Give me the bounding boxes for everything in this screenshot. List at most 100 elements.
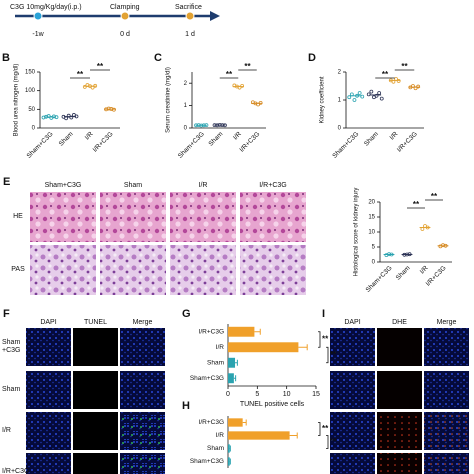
- y-tick-label: 0: [338, 126, 342, 132]
- y-tick-label: 2: [338, 70, 342, 76]
- significance-label: **: [330, 437, 337, 446]
- micrograph: [330, 412, 375, 450]
- micrograph: [377, 328, 422, 366]
- x-tick-label: Sham+C3G: [365, 265, 394, 294]
- y-tick-label: I/R+C3G: [199, 419, 224, 426]
- x-tick-label: Sham: [395, 265, 412, 282]
- y-tick-label: 1: [184, 103, 188, 109]
- significance-label: **: [244, 62, 251, 71]
- panel-letter: B: [2, 52, 10, 64]
- data-point: [357, 91, 362, 95]
- data-point: [112, 107, 116, 112]
- data-point: [90, 85, 95, 90]
- data-point: [413, 86, 418, 91]
- y-tick-label: 150: [25, 70, 36, 76]
- data-point: [69, 115, 74, 120]
- row-label: I/R: [2, 427, 11, 434]
- y-tick-label: 0: [32, 126, 36, 132]
- bar: [228, 326, 255, 337]
- micrograph: [424, 453, 469, 474]
- panel-letter: F: [3, 308, 10, 320]
- image-panels: [26, 192, 469, 474]
- significance-label: **: [382, 70, 389, 79]
- y-tick-label: 2: [184, 81, 188, 87]
- y-tick-label: 20: [368, 200, 375, 206]
- panel-letter: E: [3, 176, 10, 188]
- data-point: [389, 252, 394, 257]
- x-tick-label: Sham: [207, 131, 224, 148]
- y-tick-label: 50: [28, 107, 35, 113]
- micrograph: [73, 453, 118, 474]
- time-label: 1 d: [185, 31, 195, 38]
- data-point: [46, 114, 51, 118]
- y-axis-label: Kidney coefficient: [320, 76, 326, 123]
- micrograph: [377, 412, 422, 450]
- data-point: [82, 85, 87, 89]
- x-tick-label: I/R: [232, 130, 243, 141]
- y-tick-label: 100: [25, 88, 36, 94]
- x-tick-label: Sham+C3G: [177, 131, 206, 160]
- panel-letter: C: [154, 52, 162, 64]
- timeline: C3G 10mg/Kg/day(i.p.) Clamping Sacrifice…: [10, 4, 220, 38]
- significance-label: **: [413, 200, 420, 209]
- event-label: Clamping: [110, 4, 140, 11]
- micrograph: [73, 412, 118, 450]
- significance-label: **: [322, 335, 329, 344]
- significance-label: **: [77, 70, 84, 79]
- y-tick-label: 1: [338, 98, 342, 104]
- significance-bracket: [326, 435, 329, 449]
- data-point: [237, 85, 242, 90]
- x-tick-label: I/R: [84, 130, 95, 141]
- micrograph: [30, 245, 96, 295]
- y-tick-label: I/R: [216, 344, 225, 351]
- arrow-head: [210, 11, 220, 21]
- micrograph: [424, 412, 469, 450]
- micrograph: [26, 328, 71, 366]
- row-label: +C3G: [2, 347, 20, 354]
- bar: [228, 373, 234, 384]
- data-point: [355, 93, 359, 98]
- micrograph: [73, 328, 118, 366]
- panel-letter: I: [322, 308, 325, 320]
- micrograph: [330, 371, 375, 409]
- data-point: [416, 84, 421, 89]
- micrograph: [240, 245, 306, 295]
- micrograph: [100, 245, 166, 295]
- timeline-dot: [120, 11, 130, 21]
- bar: [228, 342, 299, 353]
- column-label: DHE: [392, 319, 407, 326]
- data-point: [377, 91, 382, 95]
- micrograph: [120, 412, 165, 450]
- data-point: [391, 79, 396, 84]
- data-point: [394, 77, 398, 81]
- x-tick-label: I/R: [419, 264, 430, 275]
- data-point: [366, 92, 371, 97]
- data-point: [407, 252, 412, 257]
- data-point: [240, 83, 245, 88]
- row-label: Sham: [2, 339, 20, 346]
- data-point: [360, 94, 365, 99]
- time-label: -1w: [32, 31, 44, 38]
- column-label: I/R+C3G: [259, 182, 286, 189]
- y-tick-label: I/R+C3G: [199, 328, 224, 335]
- data-point: [256, 102, 260, 107]
- timeline-dot: [33, 11, 43, 21]
- micrograph: [120, 328, 165, 366]
- data-point: [223, 123, 227, 128]
- micrograph: [73, 371, 118, 409]
- event-label: Sacrifice: [175, 4, 202, 11]
- data-point: [443, 243, 448, 248]
- y-axis-label: Blood urea nitrogen (mg/dl): [14, 64, 20, 137]
- bar: [228, 357, 236, 368]
- x-tick-label: 0: [226, 391, 230, 398]
- column-label: Sham+C3G: [45, 182, 82, 189]
- row-label: PAS: [11, 266, 25, 273]
- column-label: I/R: [199, 182, 208, 189]
- significance-label: **: [431, 192, 438, 201]
- column-label: DAPI: [40, 319, 56, 326]
- x-tick-label: 15: [312, 391, 320, 398]
- timeline-dot: [185, 11, 195, 21]
- micrograph: [240, 192, 306, 242]
